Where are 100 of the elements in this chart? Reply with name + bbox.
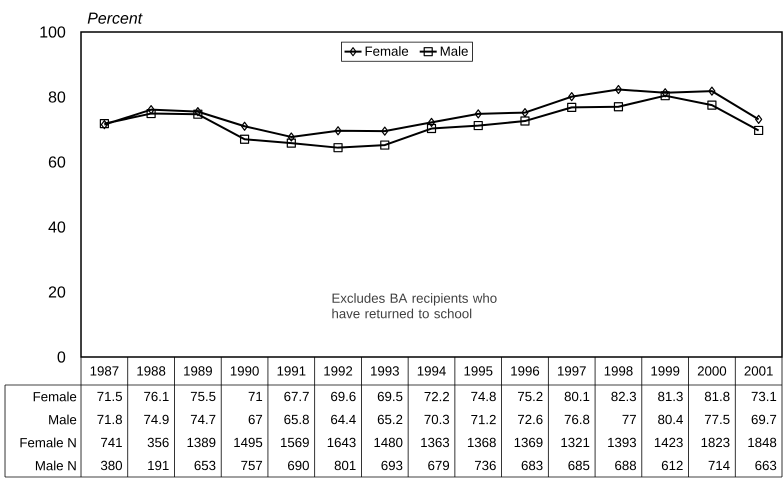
text: 612 <box>662 460 683 470</box>
text: 1495 <box>234 438 262 448</box>
point <box>194 107 202 116</box>
text: 356 <box>148 438 169 448</box>
data-label: 65.2 <box>378 414 402 424</box>
text: 693 <box>382 460 402 470</box>
point <box>474 109 482 118</box>
annotation: Excludes BA recipients who have returned to school <box>332 293 497 318</box>
data-label: 76.8 <box>564 414 590 424</box>
y-tick-label: 0 <box>58 351 66 363</box>
data-label: 74.8 <box>471 392 496 402</box>
x-tick-label: 2000 <box>698 366 726 376</box>
data-label: 80.1 <box>564 392 590 402</box>
data-label: 67.7 <box>284 392 309 402</box>
data-label: 81.8 <box>704 392 730 402</box>
data-label: 77 <box>622 414 636 424</box>
text: 683 <box>522 460 543 470</box>
data-label: 75.2 <box>518 392 542 402</box>
text: 1393 <box>608 438 636 448</box>
text: 757 <box>241 460 262 470</box>
point <box>428 118 436 127</box>
point <box>288 132 295 142</box>
text: 663 <box>755 460 776 470</box>
text: Female N <box>20 438 76 448</box>
text: 679 <box>428 460 450 470</box>
text: 1643 <box>328 438 356 448</box>
text: 1369 <box>514 438 542 448</box>
data-label: 77.5 <box>704 414 730 424</box>
point <box>286 138 296 148</box>
point <box>334 126 342 136</box>
data-label: 64.4 <box>331 414 356 424</box>
data-label: 65.8 <box>284 414 309 424</box>
point <box>333 143 343 152</box>
text: 741 <box>101 438 122 448</box>
point <box>614 84 622 94</box>
data-label: 76.1 <box>144 392 169 402</box>
point <box>426 124 436 134</box>
text: 191 <box>148 460 169 470</box>
text: 1368 <box>468 438 496 448</box>
x-tick-label: 1989 <box>184 366 212 376</box>
data-label: 67 <box>248 414 262 424</box>
text: Male <box>49 414 76 424</box>
text: 653 <box>194 460 216 470</box>
y-tick-label: 60 <box>48 156 66 168</box>
text: 1848 <box>748 438 776 448</box>
x-tick-label: 1997 <box>558 366 586 376</box>
point <box>520 116 530 126</box>
text: 1823 <box>702 438 730 448</box>
legend-label: Female <box>366 46 408 56</box>
point <box>707 100 717 110</box>
data-label: 71.8 <box>97 414 122 424</box>
y-axis-title: Percent <box>88 12 143 24</box>
data-label: 80.4 <box>658 414 683 424</box>
point <box>614 102 624 112</box>
text: 690 <box>288 460 309 470</box>
text: 685 <box>568 460 590 470</box>
point <box>381 126 388 136</box>
point <box>193 110 202 119</box>
data-label: 74.9 <box>144 414 169 424</box>
x-tick-label: 1988 <box>137 366 166 376</box>
x-tick-label: 1995 <box>464 366 492 376</box>
text: 380 <box>100 460 122 470</box>
data-label: 81.3 <box>658 392 683 402</box>
point <box>708 86 716 96</box>
x-tick-label: 1990 <box>230 366 259 376</box>
x-tick-label: 1991 <box>278 366 306 376</box>
x-tick-label: 1999 <box>651 366 680 376</box>
text: 1480 <box>374 438 402 448</box>
point <box>662 88 669 98</box>
y-tick-label: 100 <box>40 26 66 38</box>
x-tick-label: 2001 <box>744 366 773 376</box>
text: Female <box>34 392 76 402</box>
text: 1423 <box>654 438 683 448</box>
x-tick-label: 1993 <box>371 366 399 376</box>
data-label: 70.3 <box>424 414 450 424</box>
point <box>755 114 762 124</box>
data-label: 71 <box>248 392 262 402</box>
point <box>754 126 764 136</box>
text: 1389 <box>188 438 216 448</box>
point <box>521 108 529 118</box>
text: 1363 <box>421 438 450 448</box>
y-tick-label: 20 <box>48 286 66 298</box>
data-label: 69.5 <box>378 392 402 402</box>
point <box>567 102 576 112</box>
data-label: 82.3 <box>611 392 636 402</box>
data-label: 71.5 <box>97 392 122 402</box>
point <box>474 120 483 130</box>
y-tick-label: 40 <box>48 221 66 233</box>
data-label: 69.6 <box>331 392 356 402</box>
point <box>568 92 576 102</box>
text: Male N <box>36 460 76 470</box>
x-tick-label: 1996 <box>511 366 540 376</box>
y-tick-label: 80 <box>48 91 66 103</box>
text: 1321 <box>561 438 590 448</box>
data-label: 71.2 <box>471 414 496 424</box>
point <box>380 140 390 150</box>
point <box>240 134 250 144</box>
data-label: 73.1 <box>752 392 776 402</box>
legend-label: Male <box>440 46 468 56</box>
x-tick-label: 1987 <box>90 366 118 376</box>
